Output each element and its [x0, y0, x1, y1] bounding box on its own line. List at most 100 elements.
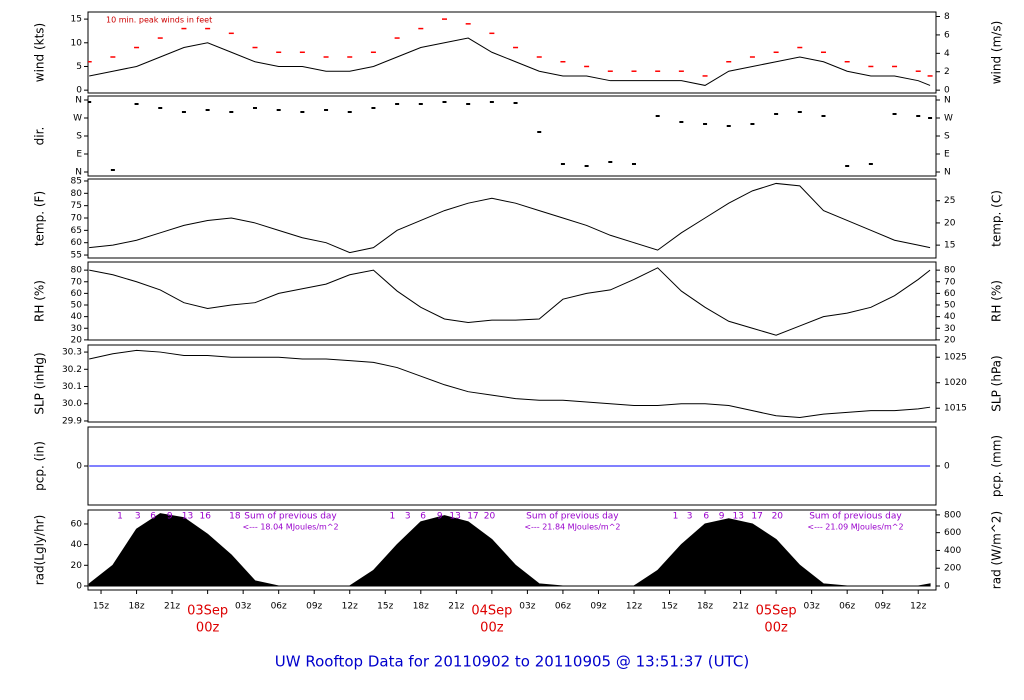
plot-area	[89, 182, 931, 254]
y-tick-label: 40	[71, 312, 83, 322]
y-tick-label: 85	[71, 176, 82, 186]
y-tick-label: 70	[71, 214, 83, 224]
y-tick-label: 0	[76, 581, 82, 591]
data-point	[110, 56, 116, 58]
panel-frame	[87, 11, 937, 94]
y2-tick-label: W	[944, 114, 953, 124]
hour-label: 16	[200, 512, 212, 522]
data-point	[134, 103, 139, 105]
hour-label: 3	[687, 512, 693, 522]
data-point	[916, 115, 921, 117]
data-point	[608, 161, 613, 163]
data-point	[513, 46, 519, 49]
y2-tick-label: N	[944, 168, 951, 178]
y-tick-label: 30.0	[62, 399, 82, 409]
data-point	[631, 163, 636, 165]
y2-axis-label: wind (m/s)	[990, 21, 1004, 85]
y2-tick-label: 20	[944, 218, 956, 228]
y-tick-label: 0	[76, 86, 82, 96]
y-tick-label: W	[73, 114, 82, 124]
y2-tick-label: 6	[944, 30, 950, 40]
x-tick-label: 21z	[448, 602, 464, 612]
sum-title: Sum of previous day	[244, 512, 337, 522]
y-tick-label: N	[75, 168, 82, 178]
y-tick-label: 60	[71, 519, 83, 529]
data-point	[347, 56, 353, 58]
data-point	[750, 123, 755, 125]
data-line	[89, 182, 931, 254]
data-point	[607, 70, 613, 72]
data-point	[655, 115, 660, 117]
y-axis-label: temp. (F)	[33, 191, 47, 246]
y-tick-label: S	[76, 132, 82, 142]
data-point	[489, 101, 494, 103]
data-point	[252, 46, 258, 49]
y2-tick-label: 0	[944, 462, 950, 472]
data-point	[88, 101, 92, 103]
x-tick-label: 21z	[732, 602, 748, 612]
sum-text: <--- 21.09 MJoules/m^2	[807, 523, 903, 532]
y2-tick-label: 600	[944, 528, 961, 538]
y-tick-label: 30.1	[62, 382, 82, 392]
y2-tick-label: 2	[944, 67, 950, 77]
sum-title: Sum of previous day	[809, 512, 902, 522]
data-point	[821, 115, 826, 117]
x-tick-label: 03z	[235, 602, 251, 612]
y-tick-label: 80	[71, 266, 83, 276]
data-point	[181, 27, 187, 30]
y2-axis-label: RH (%)	[990, 280, 1004, 322]
plot-area	[88, 18, 933, 86]
data-point	[465, 23, 471, 25]
y2-tick-label: 1020	[944, 378, 967, 388]
hour-label: 18	[229, 512, 241, 522]
data-point	[678, 70, 684, 72]
data-point	[347, 111, 352, 113]
data-point	[134, 46, 140, 49]
hour-label: 9	[719, 512, 725, 522]
y-tick-label: 5	[76, 62, 82, 72]
y-axis-label: dir.	[33, 127, 47, 146]
y2-tick-label: S	[944, 132, 950, 142]
data-point	[702, 75, 708, 77]
plot-area	[88, 513, 931, 587]
y2-tick-label: 15	[944, 241, 955, 251]
y-tick-label: E	[76, 150, 82, 160]
hour-label: 3	[405, 512, 411, 522]
y2-axis-label: rad (W/m^2)	[990, 511, 1004, 589]
data-point	[537, 131, 542, 133]
x-tick-label: 00z	[196, 621, 220, 636]
y2-tick-label: 800	[944, 510, 961, 520]
hour-label: 20	[772, 512, 784, 522]
data-point	[158, 107, 163, 109]
panel-frame	[87, 178, 937, 259]
x-tick-label: 09z	[306, 602, 322, 612]
data-point	[560, 163, 565, 165]
data-point	[299, 51, 305, 54]
y-tick-label: 55	[71, 251, 82, 261]
data-point	[395, 103, 400, 105]
hour-label: 13	[182, 512, 193, 522]
data-point	[773, 51, 779, 54]
y-tick-label: 40	[71, 540, 83, 550]
data-point	[797, 46, 803, 49]
x-tick-label: 00z	[480, 621, 504, 636]
x-tick-label: 09z	[875, 602, 891, 612]
y2-tick-label: 25	[944, 196, 955, 206]
data-point	[584, 65, 590, 68]
data-point	[300, 111, 305, 113]
hour-label: 1	[673, 512, 679, 522]
data-point	[323, 56, 329, 58]
y-tick-label: 30.3	[62, 348, 82, 358]
y-axis-label: SLP (inHg)	[33, 352, 47, 414]
x-tick-label: 15z	[377, 602, 393, 612]
data-line	[89, 349, 931, 419]
x-tick-label: 09z	[590, 602, 606, 612]
hour-label: 1	[117, 512, 123, 522]
x-tick-label: 06z	[555, 602, 571, 612]
data-point	[276, 109, 281, 111]
plot-area	[89, 267, 931, 336]
data-point	[892, 65, 898, 68]
x-tick-label: 21z	[164, 602, 180, 612]
x-tick-label: 03z	[804, 602, 820, 612]
